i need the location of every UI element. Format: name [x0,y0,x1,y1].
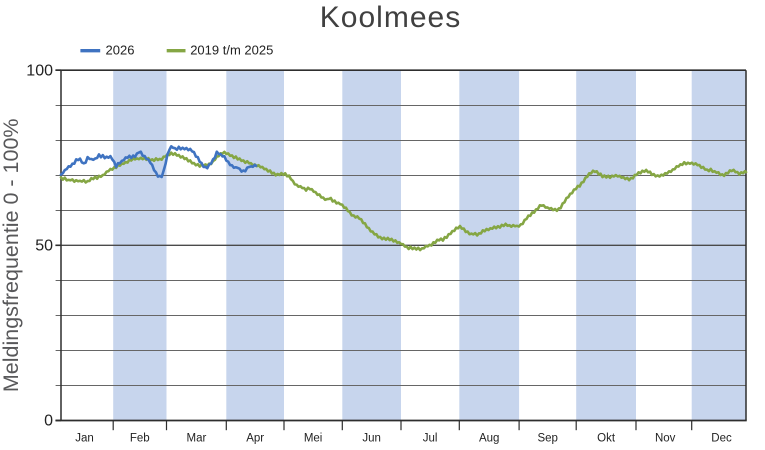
svg-text:Koolmees: Koolmees [320,1,461,34]
svg-text:2019 t/m 2025: 2019 t/m 2025 [190,43,273,58]
svg-text:Jul: Jul [423,433,438,445]
svg-text:Jan: Jan [75,433,94,445]
svg-text:100: 100 [26,63,53,80]
svg-text:Nov: Nov [655,433,676,445]
svg-text:Mar: Mar [186,433,206,445]
svg-text:Okt: Okt [597,433,616,445]
svg-text:Meldingsfrequentie 0 - 100%: Meldingsfrequentie 0 - 100% [0,118,23,392]
svg-text:Jun: Jun [362,433,381,445]
svg-text:Sep: Sep [537,433,557,445]
svg-text:0: 0 [44,413,53,430]
svg-text:Dec: Dec [711,433,732,445]
svg-text:Aug: Aug [479,433,499,445]
svg-text:Mei: Mei [304,433,323,445]
svg-text:2026: 2026 [106,43,135,58]
svg-text:Feb: Feb [130,433,150,445]
svg-text:50: 50 [35,238,53,255]
svg-text:Apr: Apr [246,433,264,445]
